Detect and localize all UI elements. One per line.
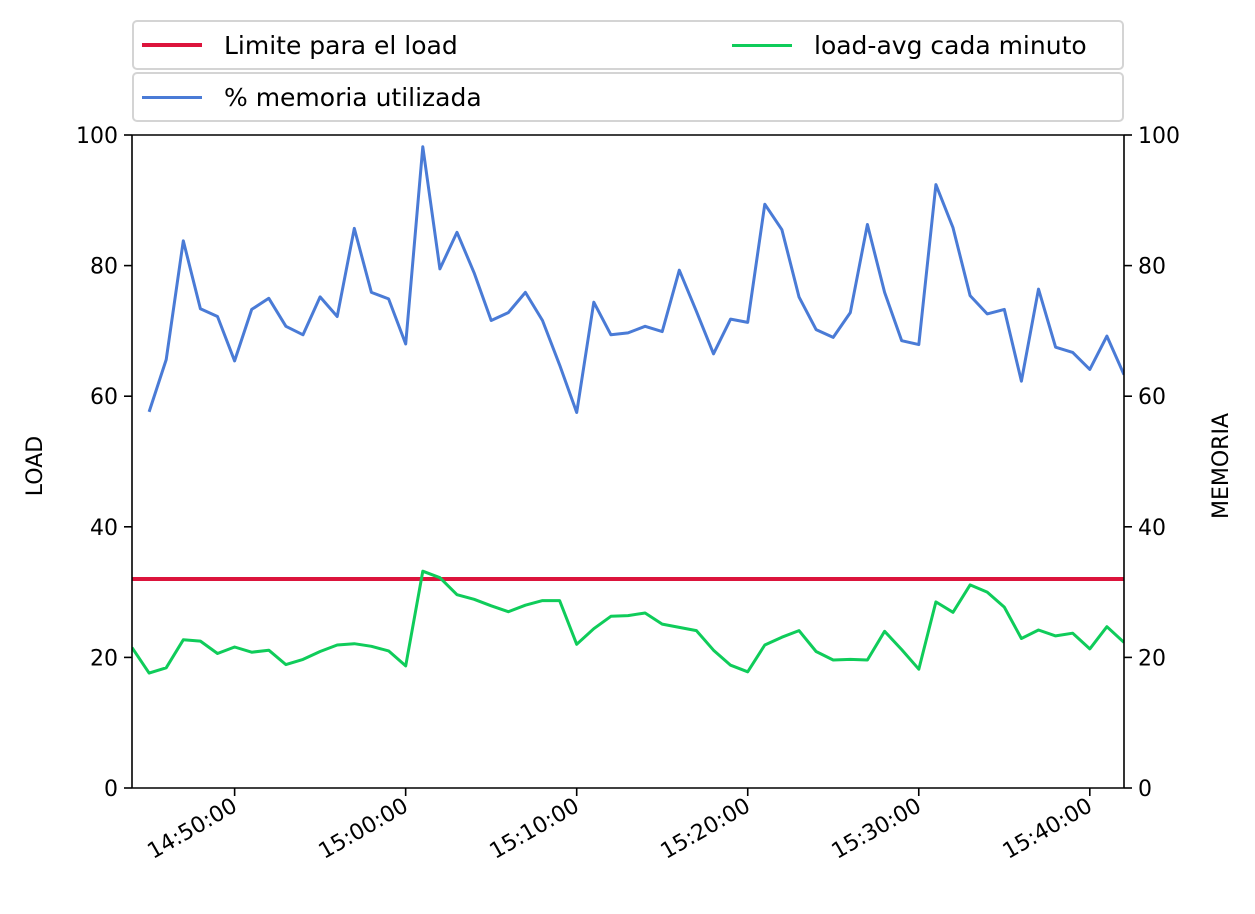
legend-entry-limit: Limite para el load bbox=[142, 22, 458, 68]
legend-label-limit: Limite para el load bbox=[224, 30, 458, 60]
x-tick-label: 15:40:00 bbox=[999, 794, 1097, 865]
plot-lines bbox=[132, 145, 1124, 675]
legend-label-load-avg: load-avg cada minuto bbox=[814, 30, 1087, 60]
legend-entry-memoria: % memoria utilizada bbox=[142, 74, 482, 120]
y-tick-label: 80 bbox=[90, 255, 118, 280]
y-tick-label: 0 bbox=[104, 777, 118, 802]
legend-label-memoria: % memoria utilizada bbox=[224, 82, 482, 112]
legend-entry-load-avg: load-avg cada minuto bbox=[732, 22, 1087, 68]
x-tick-label: 15:00:00 bbox=[315, 794, 413, 865]
legend-bottom: % memoria utilizada bbox=[132, 72, 1124, 122]
x-tick-label: 15:30:00 bbox=[828, 794, 926, 865]
y2-tick-label: 100 bbox=[1138, 124, 1180, 149]
ticks: 0 20 40 60 80 100 0 20 40 60 80 100 14:50:00 15:00:00… bbox=[76, 124, 1180, 865]
legend-swatch-load-avg bbox=[732, 43, 792, 47]
series-line-load-avg-cada-minuto bbox=[132, 569, 1124, 675]
legend-top: Limite para el load load-avg cada minuto bbox=[132, 20, 1124, 70]
x-tick-label: 15:20:00 bbox=[657, 794, 755, 865]
series-line-memoria-utilizada bbox=[147, 145, 1124, 414]
left-axis-title: LOAD bbox=[23, 436, 48, 496]
y2-tick-label: 0 bbox=[1138, 777, 1152, 802]
right-axis-title: MEMORIA bbox=[1209, 413, 1234, 519]
x-tick-label: 15:10:00 bbox=[486, 794, 584, 865]
axes bbox=[131, 134, 1125, 789]
x-tick-label: 14:50:00 bbox=[144, 794, 242, 865]
legend-swatch-limit bbox=[142, 43, 202, 47]
y-tick-label: 20 bbox=[90, 646, 118, 671]
y2-tick-label: 80 bbox=[1138, 255, 1166, 280]
y-tick-label: 60 bbox=[90, 385, 118, 410]
y-tick-label: 40 bbox=[90, 516, 118, 541]
y2-tick-label: 40 bbox=[1138, 516, 1166, 541]
legend-swatch-memoria bbox=[142, 95, 202, 99]
y-tick-label: 100 bbox=[76, 124, 118, 149]
y2-tick-label: 60 bbox=[1138, 385, 1166, 410]
y2-tick-label: 20 bbox=[1138, 646, 1166, 671]
